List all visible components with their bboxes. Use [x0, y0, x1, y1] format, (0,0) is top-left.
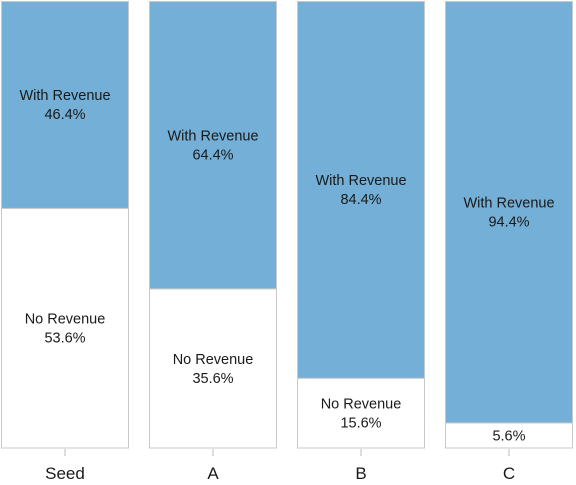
- with-revenue-label-a-value: 64.4%: [192, 147, 233, 163]
- bar-segment-no-revenue-seed: [1, 207, 129, 449]
- with-revenue-label-seed-name: With Revenue: [19, 88, 110, 104]
- no-revenue-label-seed-value: 53.6%: [44, 331, 85, 347]
- with-revenue-label-a-name: With Revenue: [167, 128, 258, 144]
- no-revenue-label-seed-name: No Revenue: [25, 312, 106, 328]
- no-revenue-label-a-value: 35.6%: [192, 371, 233, 387]
- with-revenue-label-b-name: With Revenue: [315, 173, 406, 189]
- x-tick-label-a: A: [207, 464, 219, 483]
- x-tick-label-seed: Seed: [45, 464, 85, 483]
- no-revenue-label-a-name: No Revenue: [173, 352, 254, 368]
- with-revenue-label-seed-value: 46.4%: [44, 107, 85, 123]
- bar-segment-no-revenue-c: [445, 422, 573, 449]
- with-revenue-label-c-name: With Revenue: [463, 195, 554, 211]
- bar-segment-no-revenue-b: [297, 377, 425, 449]
- x-tick-label-b: B: [355, 464, 366, 483]
- bar-segment-with-revenue-a: [149, 1, 277, 290]
- bar-segment-with-revenue-seed: [1, 1, 129, 209]
- no-revenue-label-c-value: 5.6%: [492, 428, 525, 444]
- bar-segment-with-revenue-c: [445, 1, 573, 424]
- x-tick-label-c: C: [503, 464, 515, 483]
- with-revenue-label-b-value: 84.4%: [340, 192, 381, 208]
- no-revenue-label-b-name: No Revenue: [321, 397, 402, 413]
- with-revenue-label-c-value: 94.4%: [488, 214, 529, 230]
- bar-segment-with-revenue-b: [297, 1, 425, 379]
- bar-segment-no-revenue-a: [149, 288, 277, 449]
- no-revenue-label-b-value: 15.6%: [340, 416, 381, 432]
